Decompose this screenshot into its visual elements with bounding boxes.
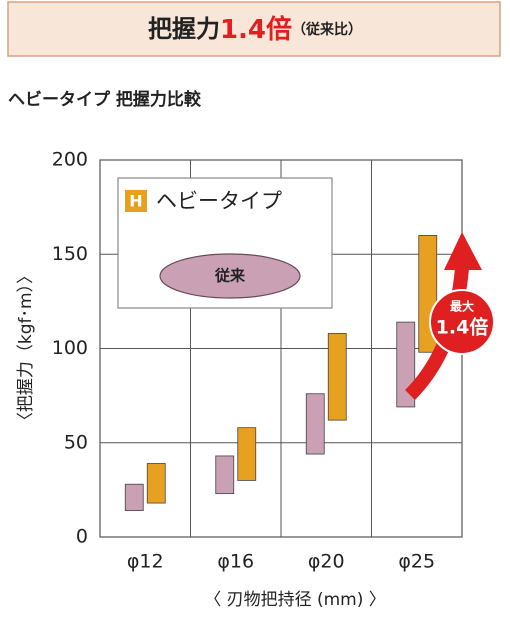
title-part: 1.4倍 — [220, 14, 292, 45]
title-part: 把握力 — [148, 15, 220, 43]
y-tick-label: 100 — [52, 337, 88, 359]
bar — [215, 455, 235, 495]
annotation: 最大 — [450, 299, 474, 314]
bar — [146, 463, 166, 504]
title-part: （従来比） — [292, 21, 362, 38]
y-tick-label: 50 — [64, 431, 88, 453]
y-axis-label: 〈把握力（kgf･m）〉 — [16, 267, 36, 429]
chart-title: 把握力1.4倍（従来比） — [148, 14, 362, 45]
x-tick-label: φ25 — [398, 551, 435, 573]
subtitle: ヘビータイプ 把握力比較 — [8, 89, 202, 110]
bar — [124, 483, 144, 512]
x-axis-label: 〈 刃物把持径 (mm) 〉 — [204, 590, 386, 610]
x-tick-label: φ20 — [308, 551, 345, 573]
annotation: 1.4倍 — [436, 316, 489, 339]
bar — [327, 333, 347, 421]
bar — [237, 427, 257, 481]
bar — [305, 393, 325, 455]
y-tick-label: 200 — [52, 149, 88, 171]
legend-swatch — [159, 253, 301, 299]
legend-label: ヘビータイプ — [156, 189, 282, 213]
legend-badge — [125, 190, 147, 212]
x-tick-label: φ16 — [217, 551, 254, 573]
annotation-circle — [429, 289, 495, 355]
arrow-head — [444, 232, 482, 270]
x-tick-label: φ12 — [127, 551, 164, 573]
y-tick-label: 0 — [76, 526, 88, 548]
legend-label: 従来 — [214, 267, 246, 285]
legend-badge-text: H — [129, 192, 142, 211]
y-tick-label: 150 — [52, 243, 88, 265]
header-box — [7, 1, 501, 57]
